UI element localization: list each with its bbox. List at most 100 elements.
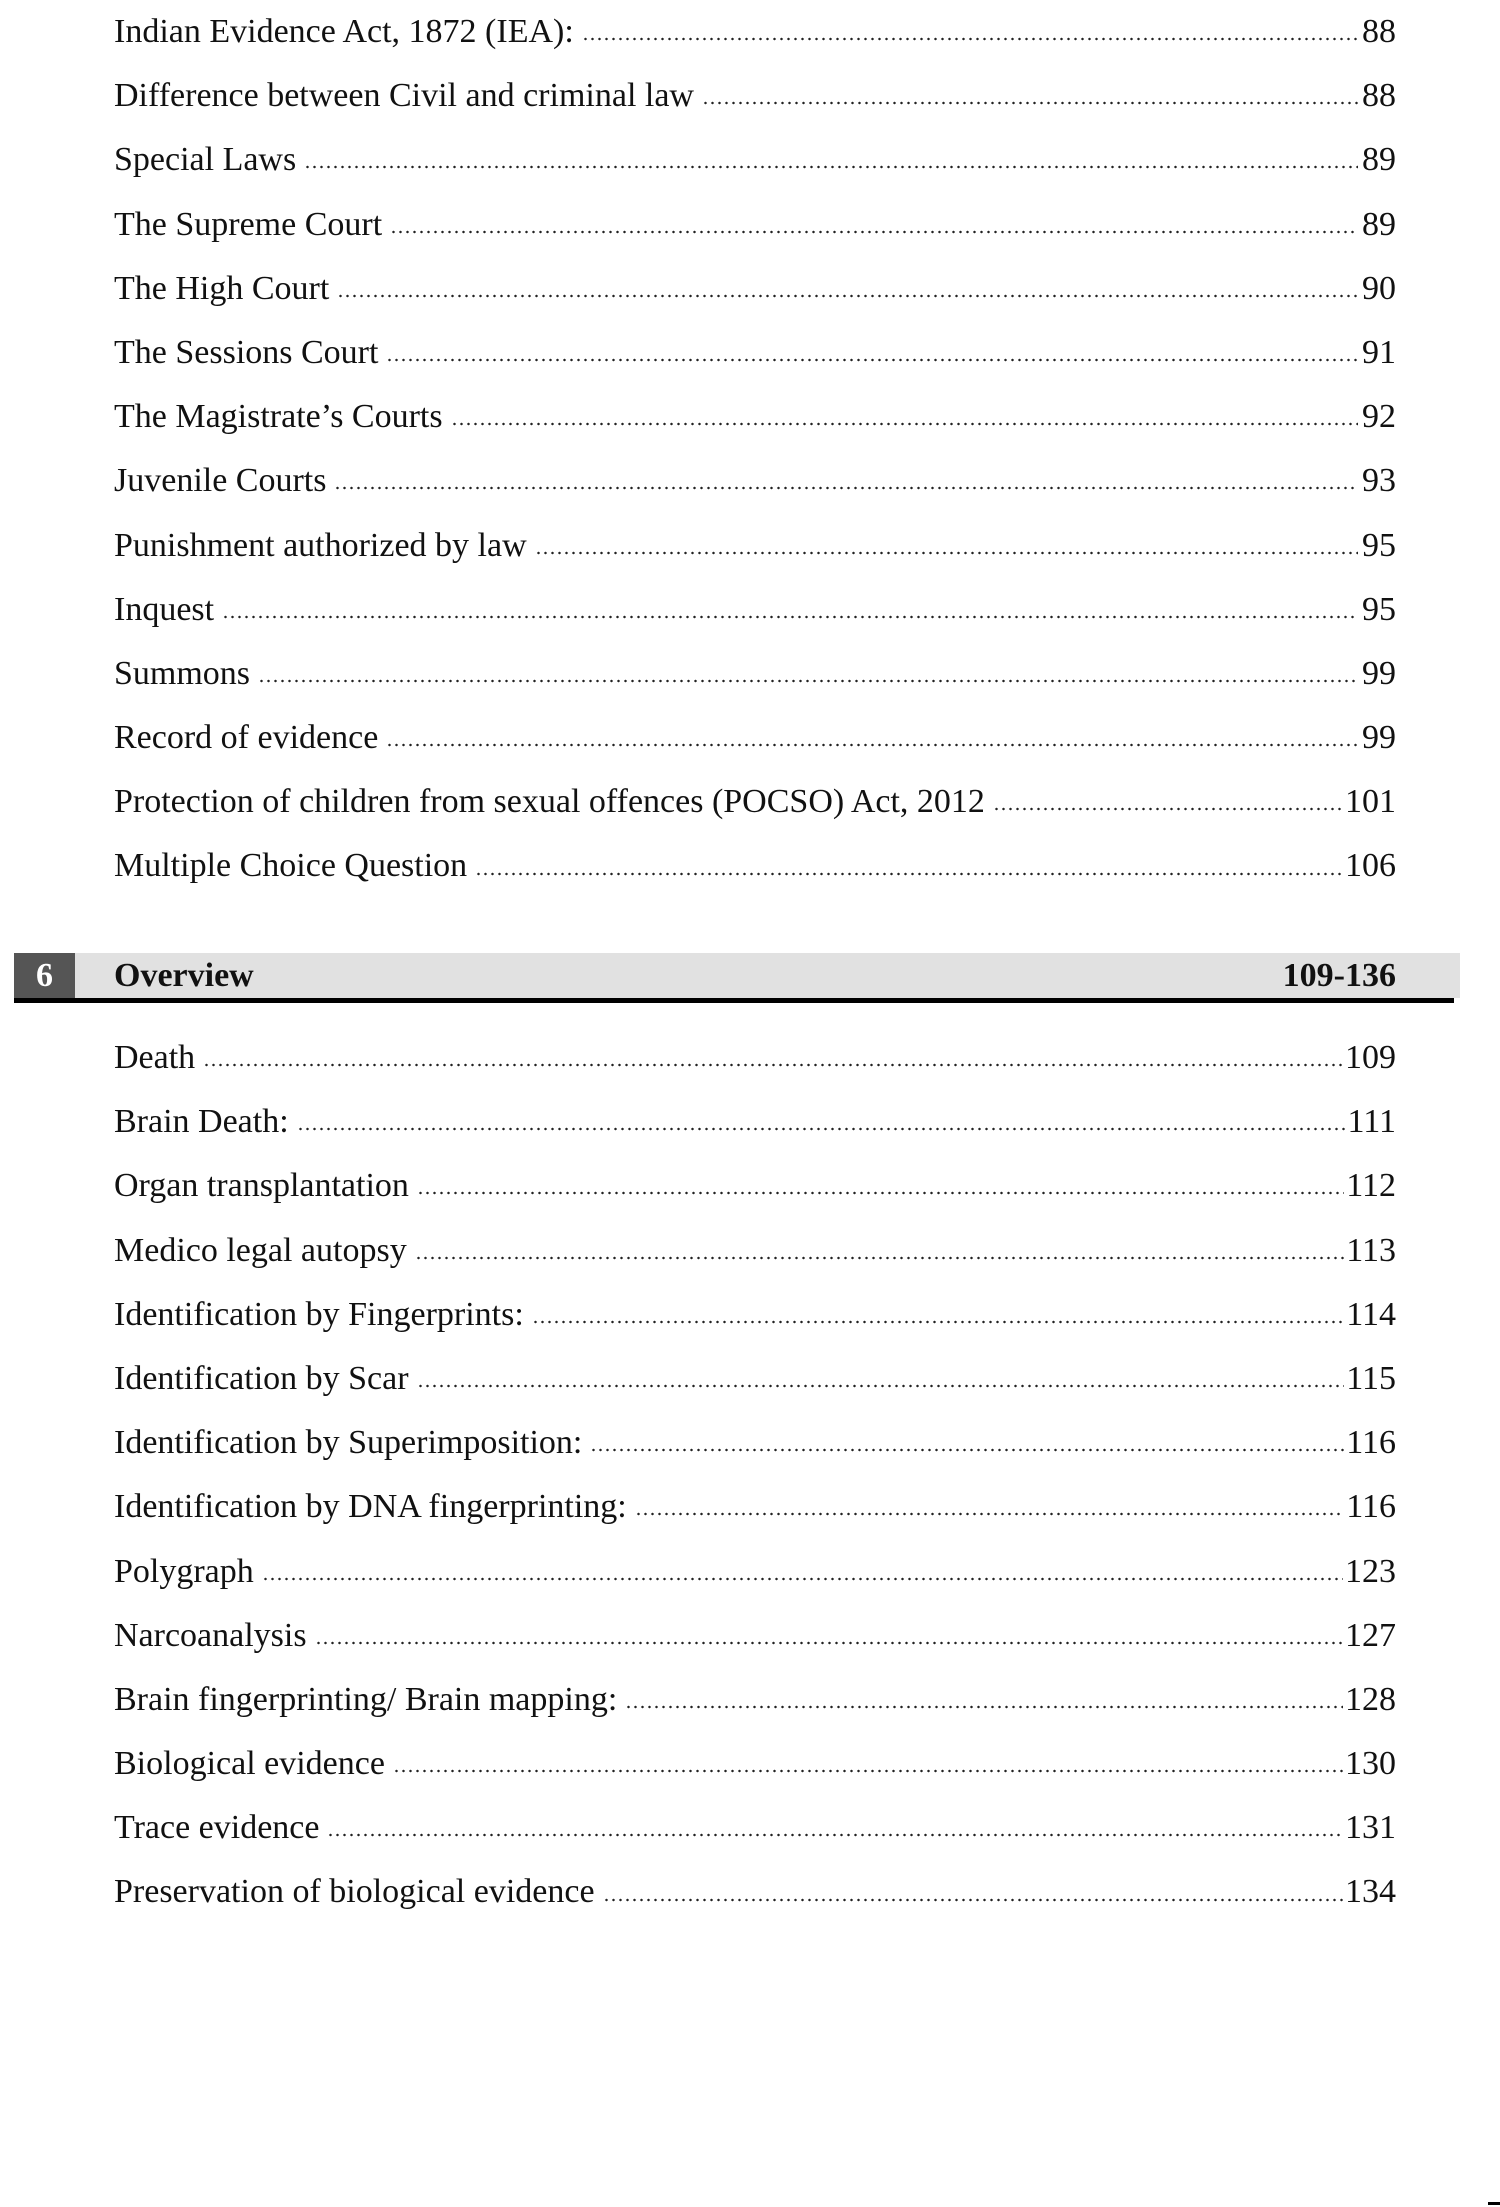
- toc-entry-title: Summons: [114, 654, 251, 692]
- toc-entry: Identification by DNA fingerprinting: 116: [114, 1475, 1396, 1539]
- dot-leader: [590, 1448, 1345, 1453]
- toc-entry: Juvenile Courts 93: [114, 449, 1396, 513]
- toc-entry: Record of evidence 99: [114, 706, 1396, 770]
- toc-entry-title: The High Court: [114, 269, 330, 307]
- toc-entry-title: Identification by Fingerprints:: [114, 1295, 524, 1333]
- toc-entry-title: Biological evidence: [114, 1745, 385, 1783]
- dot-leader: [222, 614, 1358, 619]
- dot-leader: [581, 37, 1358, 42]
- dot-leader: [386, 358, 1358, 363]
- toc-entry-page: 89: [1362, 205, 1396, 243]
- toc-entry-title: Brain fingerprinting/ Brain mapping:: [114, 1680, 618, 1718]
- toc-entry-page: 127: [1345, 1616, 1396, 1654]
- toc-entry-page: 116: [1346, 1488, 1396, 1526]
- toc-entry-page: 89: [1362, 141, 1396, 179]
- toc-entry-title: Juvenile Courts: [114, 462, 327, 500]
- toc-entry-title: Preservation of biological evidence: [114, 1873, 595, 1911]
- toc-entry-page: 88: [1362, 13, 1396, 50]
- toc-entry: The Sessions Court 91: [114, 321, 1396, 385]
- toc-entry: Trace evidence 131: [114, 1796, 1396, 1860]
- toc-entry-title: The Sessions Court: [114, 333, 379, 371]
- toc-entry-title: Difference between Civil and criminal la…: [114, 77, 694, 115]
- toc-entry: Death 109: [114, 1026, 1396, 1090]
- toc-entry-title: Trace evidence: [114, 1809, 320, 1847]
- toc-entry: Medico legal autopsy 113: [114, 1219, 1396, 1283]
- toc-entry: Narcoanalysis 127: [114, 1604, 1396, 1668]
- toc-entry-title: Narcoanalysis: [114, 1616, 307, 1654]
- toc-entry-page: 111: [1347, 1103, 1396, 1141]
- toc-entry-title: Death: [114, 1039, 196, 1076]
- toc-entry: Identification by Scar 115: [114, 1347, 1396, 1411]
- toc-entry: Special Laws 89: [114, 128, 1396, 192]
- toc-entry-title: Identification by Scar: [114, 1359, 409, 1397]
- toc-entry: The Supreme Court 89: [114, 193, 1396, 257]
- toc-entry: Difference between Civil and criminal la…: [114, 64, 1396, 128]
- toc-entry-page: 130: [1345, 1745, 1396, 1783]
- dot-leader: [414, 1255, 1345, 1260]
- toc-entry-page: 90: [1362, 269, 1396, 307]
- toc-entry-page: 93: [1362, 462, 1396, 500]
- dot-leader: [625, 1704, 1343, 1709]
- toc-entry-title: Brain Death:: [114, 1103, 289, 1141]
- dot-leader: [296, 1127, 1346, 1132]
- dot-leader: [475, 871, 1343, 876]
- dot-leader: [992, 807, 1343, 812]
- toc-entry: Multiple Choice Question 106: [114, 834, 1396, 898]
- toc-entry-page: 99: [1362, 719, 1396, 757]
- dot-leader: [314, 1640, 1343, 1645]
- dot-leader: [327, 1833, 1343, 1838]
- chapter-number: 6: [14, 953, 75, 998]
- chapter-heading: 6 Overview 109-136: [14, 953, 1460, 998]
- toc-entry: Indian Evidence Act, 1872 (IEA): 88: [114, 0, 1396, 64]
- toc-entry-page: 92: [1362, 398, 1396, 436]
- chapter-divider: [14, 998, 1454, 1003]
- toc-entry-title: The Supreme Court: [114, 205, 383, 243]
- toc-entry-page: 113: [1346, 1231, 1396, 1269]
- dot-leader: [450, 422, 1358, 427]
- toc-entry: Brain Death: 111: [114, 1090, 1396, 1154]
- toc-entry-page: 91: [1362, 333, 1396, 371]
- page-edge-mark: [1488, 2202, 1500, 2205]
- toc-entry-title: Multiple Choice Question: [114, 847, 468, 885]
- toc-entry-title: Identification by DNA fingerprinting:: [114, 1488, 627, 1526]
- toc-entry-title: Record of evidence: [114, 719, 379, 757]
- dot-leader: [534, 550, 1358, 555]
- toc-entry: Biological evidence 130: [114, 1732, 1396, 1796]
- dot-leader: [602, 1897, 1343, 1902]
- toc-entry-title: Special Laws: [114, 141, 297, 179]
- toc-entry: Punishment authorized by law 95: [114, 514, 1396, 578]
- dot-leader: [701, 101, 1358, 106]
- dot-leader: [337, 293, 1358, 298]
- toc-entry-title: Medico legal autopsy: [114, 1231, 407, 1269]
- toc-entry-title: The Magistrate’s Courts: [114, 398, 443, 436]
- toc-entry: The Magistrate’s Courts 92: [114, 385, 1396, 449]
- toc-entry-title: Indian Evidence Act, 1872 (IEA):: [114, 13, 574, 50]
- chapter-page-range: 109-136: [1282, 957, 1396, 994]
- toc-section-5-list: Indian Evidence Act, 1872 (IEA): 88 Differ…: [114, 0, 1396, 899]
- toc-entry-page: 115: [1346, 1359, 1396, 1397]
- toc-entry: The High Court 90: [114, 257, 1396, 321]
- toc-entry: Inquest 95: [114, 578, 1396, 642]
- chapter-title: Overview: [114, 957, 254, 994]
- dot-leader: [416, 1191, 1345, 1196]
- toc-entry-page: 101: [1345, 783, 1396, 821]
- toc-entry-title: Protection of children from sexual offen…: [114, 783, 985, 821]
- toc-entry: Summons 99: [114, 642, 1396, 706]
- toc-entry-title: Punishment authorized by law: [114, 526, 527, 564]
- toc-section-6-list: Death 109 Brain Death: 111 Organ transplanta…: [114, 1026, 1396, 1925]
- dot-leader: [531, 1319, 1345, 1324]
- toc-entry: Identification by Superimposition: 116: [114, 1411, 1396, 1475]
- toc-entry-page: 109: [1345, 1039, 1396, 1076]
- toc-entry: Organ transplantation 112: [114, 1154, 1396, 1218]
- toc-entry-page: 112: [1346, 1167, 1396, 1205]
- toc-entry-page: 88: [1362, 77, 1396, 115]
- toc-entry-page: 123: [1345, 1552, 1396, 1590]
- toc-entry-page: 116: [1346, 1424, 1396, 1462]
- dot-leader: [304, 165, 1358, 170]
- toc-entry-title: Inquest: [114, 590, 215, 628]
- toc-entry-page: 95: [1362, 590, 1396, 628]
- toc-entry-page: 95: [1362, 526, 1396, 564]
- toc-entry-title: Polygraph: [114, 1552, 254, 1590]
- toc-entry-title: Organ transplantation: [114, 1167, 409, 1205]
- dot-leader: [258, 678, 1358, 683]
